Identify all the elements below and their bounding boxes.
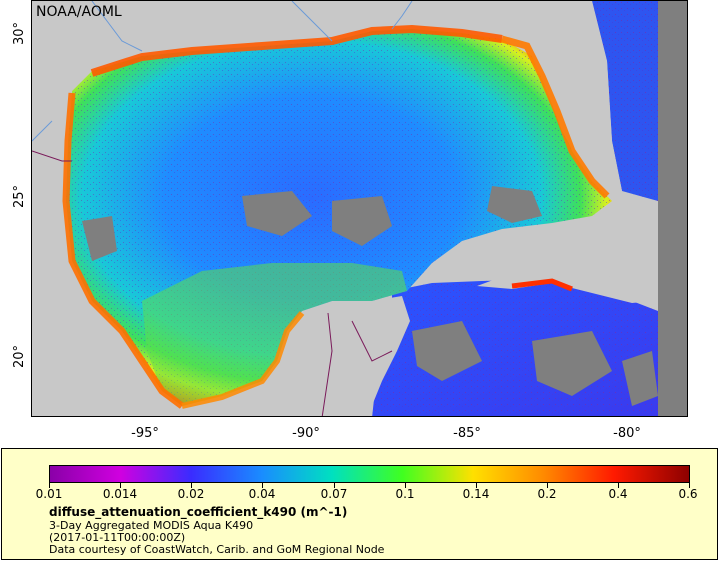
us-land: [32, 1, 502, 91]
colorbar-label: 0.4: [608, 487, 628, 501]
colorbar-label: 0.1: [395, 487, 415, 501]
map-canvas: [32, 1, 687, 416]
colorbar-label: 0.02: [177, 487, 205, 501]
campeche-bank: [142, 263, 407, 406]
colorbar: [49, 465, 690, 483]
lon-tick-95: -95°: [131, 426, 159, 441]
legend-panel: 0.01 0.014 0.02 0.04 0.07 0.1 0.14 0.2 0…: [1, 448, 718, 560]
variable-name: diffuse_attenuation_coefficient_k490 (m^…: [49, 505, 348, 519]
nodata-patch: [332, 196, 392, 246]
lon-tick-90: -90°: [292, 426, 320, 441]
nodata-patch: [487, 186, 542, 223]
data-credit: Data courtesy of CoastWatch, Carib. and …: [49, 543, 385, 556]
lat-tick-20: 20°: [12, 344, 27, 368]
map-credit: NOAA/AOML: [36, 4, 122, 20]
lon-tick-80: -80°: [613, 426, 641, 441]
nodata-patch: [82, 216, 117, 261]
colorbar-label: 0.07: [320, 487, 348, 501]
colorbar-label: 0.01: [35, 487, 63, 501]
mexico-land: [32, 81, 199, 416]
map-panel[interactable]: NOAA/AOML: [31, 0, 688, 417]
yucatan: [272, 296, 410, 416]
lat-tick-30: 30°: [12, 21, 27, 45]
colorbar-ticks: [49, 483, 690, 489]
nodata-patch: [412, 321, 482, 381]
lat-tick-25: 25°: [12, 184, 27, 208]
nodata-patch: [532, 331, 612, 396]
lon-tick-85: -85°: [453, 426, 481, 441]
dataset-description: 3-Day Aggregated MODIS Aqua K490: [49, 519, 254, 532]
colorbar-label: 0.04: [248, 487, 276, 501]
nodata-patch: [622, 351, 658, 406]
cuba: [477, 263, 657, 303]
colorbar-label: 0.14: [462, 487, 490, 501]
dataset-time: (2017-01-11T00:00:00Z): [49, 531, 186, 544]
colorbar-label: 0.2: [537, 487, 557, 501]
colorbar-label: 0.014: [102, 487, 138, 501]
colorbar-label: 0.6: [678, 487, 698, 501]
nodata-patch: [242, 191, 312, 236]
nodata-strip: [658, 1, 687, 416]
